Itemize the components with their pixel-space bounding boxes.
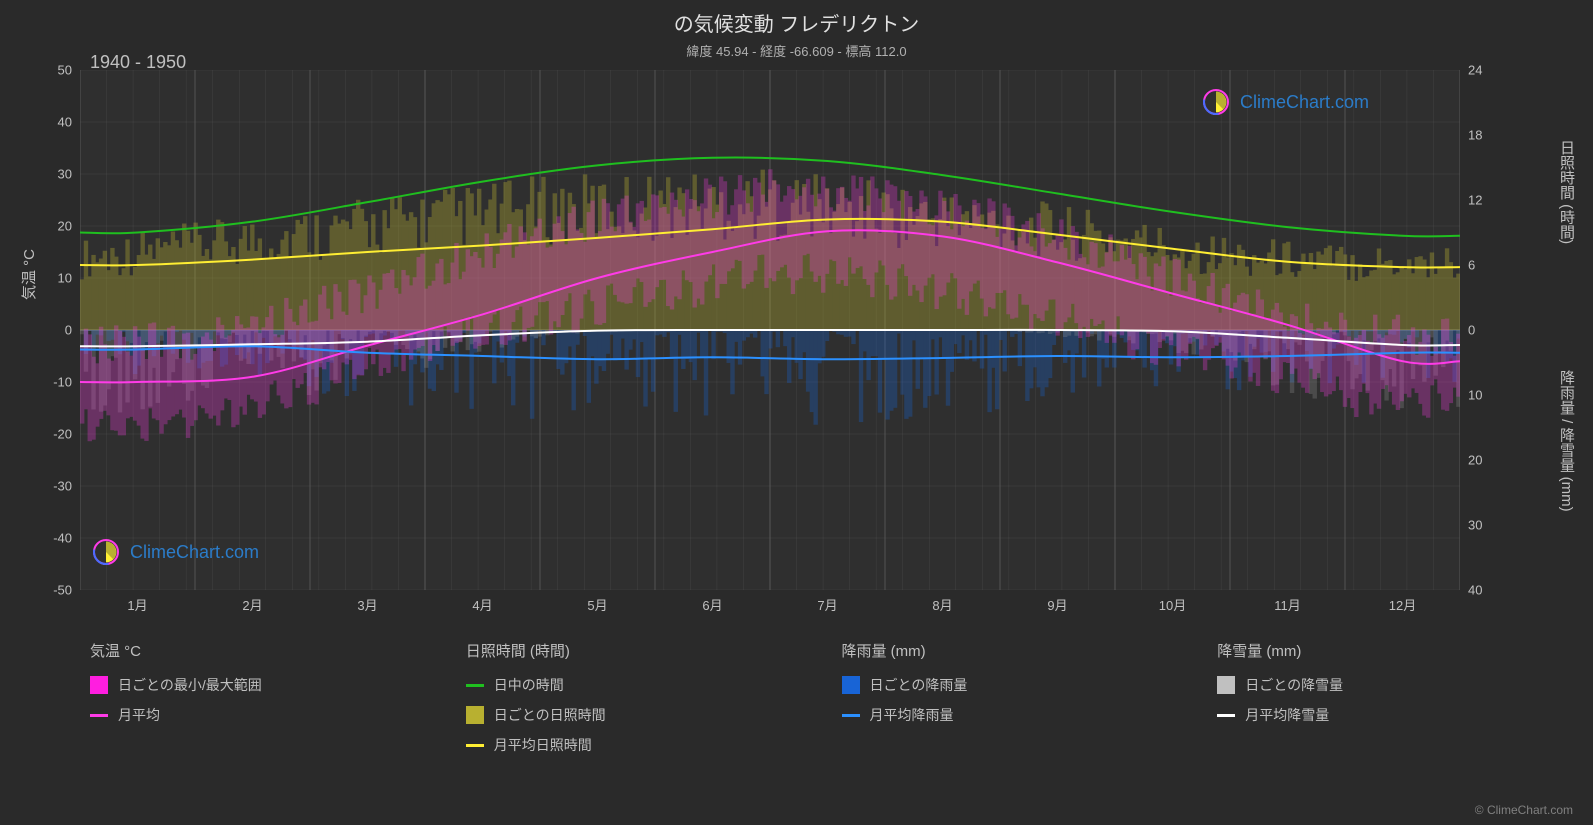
x-tick-label: 12月	[1389, 595, 1416, 614]
y-right-sun-tick-label: 6	[1468, 258, 1500, 273]
chart-plot-area	[80, 70, 1460, 590]
legend-item: 月平均降雪量	[1217, 705, 1553, 725]
x-tick-label: 3月	[357, 595, 377, 614]
x-tick-label: 4月	[472, 595, 492, 614]
y-right-sun-tick-label: 0	[1468, 323, 1500, 338]
legend-swatch	[466, 706, 484, 724]
legend-label: 月平均	[118, 705, 160, 725]
y-right-precip-tick-label: 40	[1468, 583, 1500, 598]
y-left-tick-label: -20	[40, 427, 72, 442]
legend-swatch	[90, 714, 108, 717]
y-right-precip-label: 降雨量 / 降雪量 (mm)	[1556, 370, 1577, 512]
climechart-logo-icon	[1200, 86, 1232, 118]
legend-item: 日中の時間	[466, 675, 802, 695]
y-left-axis-label: 気温 °C	[18, 249, 39, 300]
legend-item: 日ごとの降雨量	[842, 675, 1178, 695]
x-tick-label: 1月	[127, 595, 147, 614]
legend-swatch	[466, 684, 484, 687]
legend-header: 気温 °C	[90, 640, 426, 661]
legend-label: 月平均降雪量	[1245, 705, 1329, 725]
footer-credit: © ClimeChart.com	[1475, 803, 1573, 817]
legend-label: 日ごとの日照時間	[494, 705, 606, 725]
y-right-precip-tick-label: 20	[1468, 453, 1500, 468]
legend-column: 降雨量 (mm) 日ごとの降雨量月平均降雨量	[842, 640, 1178, 765]
x-tick-label: 10月	[1159, 595, 1186, 614]
legend-item: 日ごとの降雪量	[1217, 675, 1553, 695]
legend-swatch	[466, 744, 484, 747]
legend-header: 日照時間 (時間)	[466, 640, 802, 661]
y-right-sun-tick-label: 12	[1468, 193, 1500, 208]
title-block: の気候変動 フレデリクトン 緯度 45.94 - 経度 -66.609 - 標高…	[0, 0, 1593, 60]
y-left-tick-label: 30	[40, 167, 72, 182]
legend-item: 月平均日照時間	[466, 735, 802, 755]
legend-swatch	[842, 714, 860, 717]
y-left-tick-label: -50	[40, 583, 72, 598]
legend-column: 降雪量 (mm) 日ごとの降雪量月平均降雪量	[1217, 640, 1553, 765]
legend-label: 月平均降雨量	[870, 705, 954, 725]
y-right-sun-tick-label: 18	[1468, 128, 1500, 143]
legend-column: 気温 °C 日ごとの最小/最大範囲月平均	[90, 640, 426, 765]
legend-item: 日ごとの日照時間	[466, 705, 802, 725]
y-right-precip-tick-label: 30	[1468, 518, 1500, 533]
legend-item: 月平均	[90, 705, 426, 725]
x-tick-label: 11月	[1274, 595, 1301, 614]
legend-item: 月平均降雨量	[842, 705, 1178, 725]
y-left-tick-label: -40	[40, 531, 72, 546]
y-right-precip-tick-label: 10	[1468, 388, 1500, 403]
chart-svg	[80, 70, 1460, 590]
x-tick-label: 8月	[932, 595, 952, 614]
legend-swatch	[90, 676, 108, 694]
legend-item: 日ごとの最小/最大範囲	[90, 675, 426, 695]
y-left-tick-label: 50	[40, 63, 72, 78]
y-right-sun-tick-label: 24	[1468, 63, 1500, 78]
legend-label: 日ごとの最小/最大範囲	[118, 675, 262, 695]
x-tick-label: 2月	[242, 595, 262, 614]
y-left-tick-label: 10	[40, 271, 72, 286]
watermark-text-top: ClimeChart.com	[1240, 92, 1369, 113]
legend-swatch	[1217, 714, 1235, 717]
legend-header: 降雪量 (mm)	[1217, 640, 1553, 661]
x-tick-label: 7月	[817, 595, 837, 614]
legend-label: 月平均日照時間	[494, 735, 592, 755]
legend-header: 降雨量 (mm)	[842, 640, 1178, 661]
y-left-tick-label: -10	[40, 375, 72, 390]
watermark-top: ClimeChart.com	[1200, 86, 1369, 118]
watermark-bottom: ClimeChart.com	[90, 536, 259, 568]
x-tick-label: 5月	[587, 595, 607, 614]
x-tick-label: 6月	[702, 595, 722, 614]
y-left-tick-label: 20	[40, 219, 72, 234]
watermark-text-bottom: ClimeChart.com	[130, 542, 259, 563]
legend-swatch	[1217, 676, 1235, 694]
legend-area: 気温 °C 日ごとの最小/最大範囲月平均 日照時間 (時間) 日中の時間日ごとの日照時…	[90, 640, 1553, 765]
y-right-sun-label: 日照時間 (時間)	[1556, 140, 1577, 244]
y-left-tick-label: 0	[40, 323, 72, 338]
legend-column: 日照時間 (時間) 日中の時間日ごとの日照時間月平均日照時間	[466, 640, 802, 765]
climechart-logo-icon	[90, 536, 122, 568]
y-left-tick-label: -30	[40, 479, 72, 494]
legend-label: 日ごとの降雪量	[1245, 675, 1343, 695]
chart-title: の気候変動 フレデリクトン	[0, 8, 1593, 37]
legend-label: 日中の時間	[494, 675, 564, 695]
chart-subtitle: 緯度 45.94 - 経度 -66.609 - 標高 112.0	[0, 41, 1593, 60]
x-tick-label: 9月	[1047, 595, 1067, 614]
y-left-tick-label: 40	[40, 115, 72, 130]
legend-swatch	[842, 676, 860, 694]
legend-label: 日ごとの降雨量	[870, 675, 968, 695]
